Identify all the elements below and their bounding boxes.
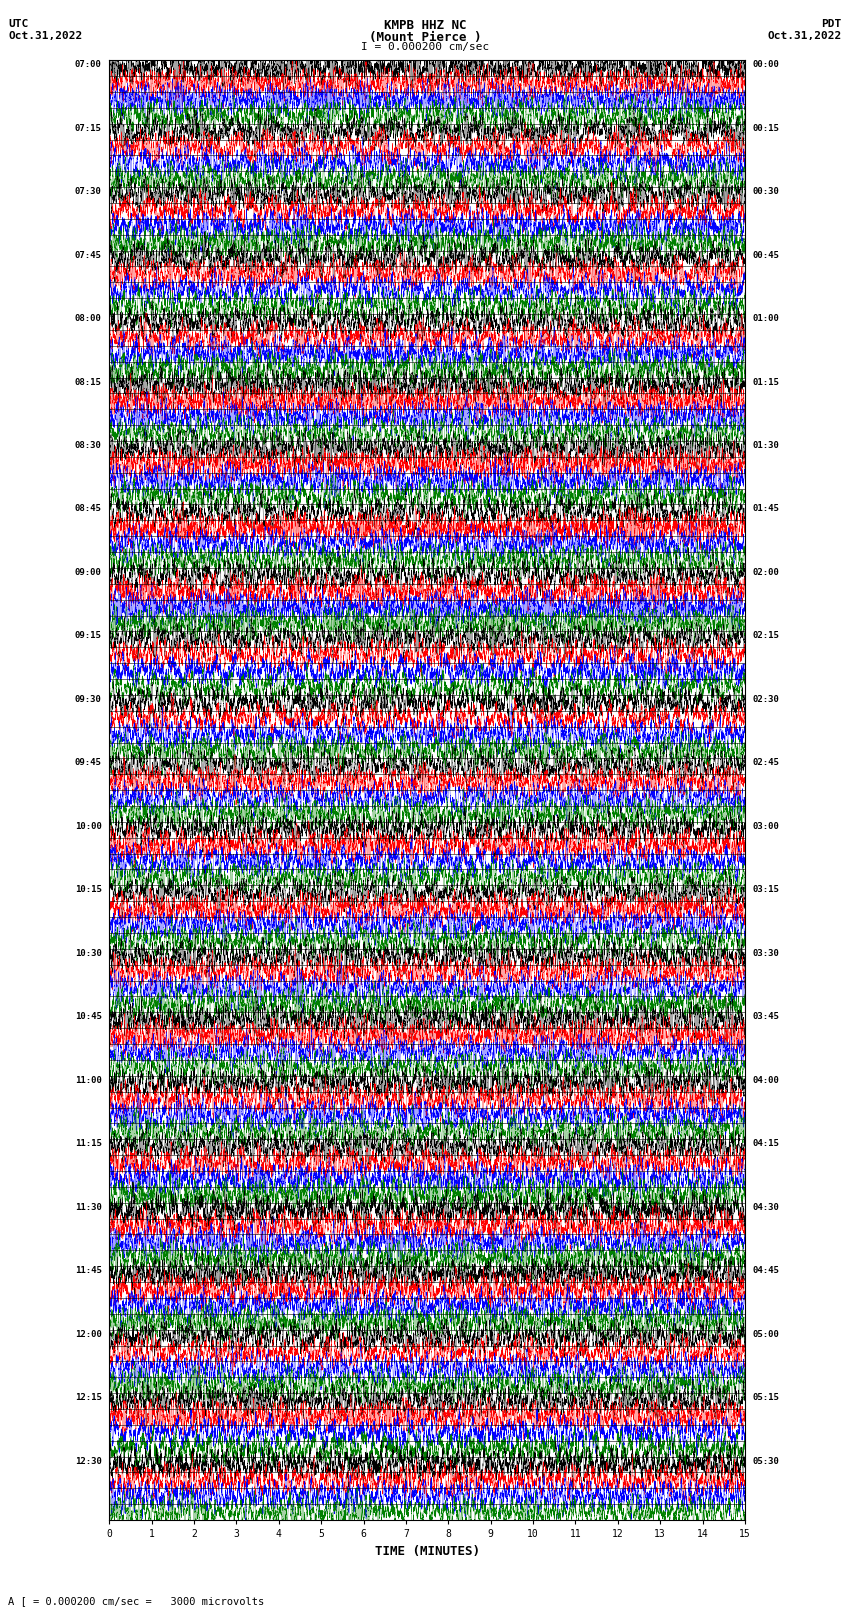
Text: 05:15: 05:15	[752, 1394, 779, 1402]
Text: 11:15: 11:15	[75, 1139, 102, 1148]
Text: 11:00: 11:00	[75, 1076, 102, 1086]
Text: 11:30: 11:30	[75, 1203, 102, 1211]
Text: 01:00: 01:00	[752, 315, 779, 323]
Text: 01:45: 01:45	[752, 505, 779, 513]
Text: 02:00: 02:00	[752, 568, 779, 577]
Text: 12:15: 12:15	[75, 1394, 102, 1402]
Text: KMPB HHZ NC: KMPB HHZ NC	[383, 19, 467, 32]
Text: 08:00: 08:00	[75, 315, 102, 323]
Text: 07:45: 07:45	[75, 250, 102, 260]
Text: PDT: PDT	[821, 19, 842, 29]
Text: 08:15: 08:15	[75, 377, 102, 387]
Text: 08:30: 08:30	[75, 440, 102, 450]
Text: A [ = 0.000200 cm/sec =   3000 microvolts: A [ = 0.000200 cm/sec = 3000 microvolts	[8, 1597, 264, 1607]
Text: (Mount Pierce ): (Mount Pierce )	[369, 31, 481, 44]
Text: Oct.31,2022: Oct.31,2022	[8, 31, 82, 40]
Text: 04:30: 04:30	[752, 1203, 779, 1211]
Text: 09:00: 09:00	[75, 568, 102, 577]
Text: 04:45: 04:45	[752, 1266, 779, 1276]
Text: 00:45: 00:45	[752, 250, 779, 260]
Text: 00:00: 00:00	[752, 60, 779, 69]
Text: 07:30: 07:30	[75, 187, 102, 197]
Text: 02:15: 02:15	[752, 631, 779, 640]
Text: 00:15: 00:15	[752, 124, 779, 132]
Text: 10:30: 10:30	[75, 948, 102, 958]
Text: 03:00: 03:00	[752, 823, 779, 831]
Text: 05:00: 05:00	[752, 1329, 779, 1339]
Text: 02:30: 02:30	[752, 695, 779, 703]
Text: 00:30: 00:30	[752, 187, 779, 197]
Text: 03:45: 03:45	[752, 1013, 779, 1021]
Text: Oct.31,2022: Oct.31,2022	[768, 31, 842, 40]
Text: 10:15: 10:15	[75, 886, 102, 894]
Text: UTC: UTC	[8, 19, 29, 29]
Text: 07:15: 07:15	[75, 124, 102, 132]
Text: 09:30: 09:30	[75, 695, 102, 703]
Text: 04:00: 04:00	[752, 1076, 779, 1086]
Text: 04:15: 04:15	[752, 1139, 779, 1148]
Text: 02:45: 02:45	[752, 758, 779, 768]
Text: 10:45: 10:45	[75, 1013, 102, 1021]
Text: 08:45: 08:45	[75, 505, 102, 513]
Text: 07:00: 07:00	[75, 60, 102, 69]
Text: I = 0.000200 cm/sec: I = 0.000200 cm/sec	[361, 42, 489, 52]
Text: 10:00: 10:00	[75, 823, 102, 831]
X-axis label: TIME (MINUTES): TIME (MINUTES)	[375, 1545, 479, 1558]
Text: 05:30: 05:30	[752, 1457, 779, 1466]
Text: 09:15: 09:15	[75, 631, 102, 640]
Text: 09:45: 09:45	[75, 758, 102, 768]
Text: 03:15: 03:15	[752, 886, 779, 894]
Text: 01:15: 01:15	[752, 377, 779, 387]
Text: 11:45: 11:45	[75, 1266, 102, 1276]
Text: 12:00: 12:00	[75, 1329, 102, 1339]
Text: 12:30: 12:30	[75, 1457, 102, 1466]
Text: 01:30: 01:30	[752, 440, 779, 450]
Text: 03:30: 03:30	[752, 948, 779, 958]
